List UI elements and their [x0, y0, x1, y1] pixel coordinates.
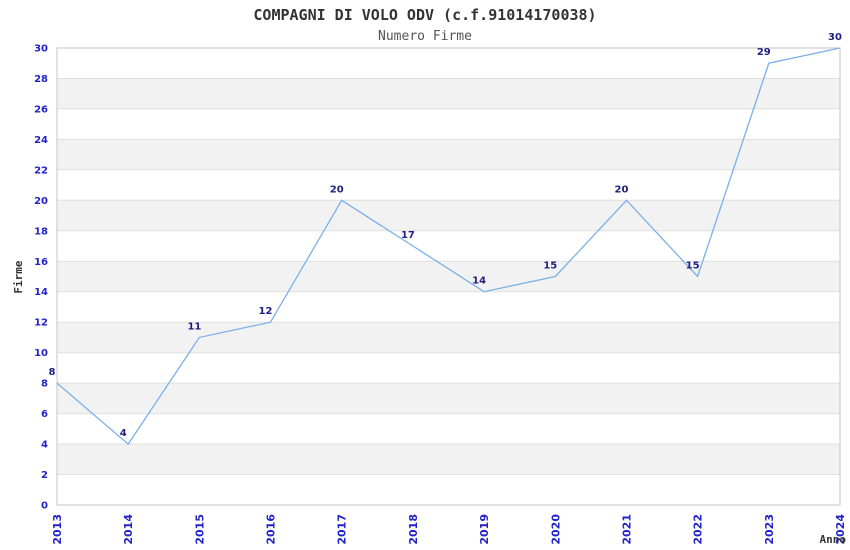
y-tick-label: 28	[34, 74, 48, 85]
y-tick-label: 20	[34, 196, 48, 207]
x-tick-label: 2017	[336, 514, 349, 545]
y-tick-label: 6	[41, 409, 48, 420]
x-tick-label: 2021	[621, 514, 634, 545]
data-label: 12	[259, 306, 273, 317]
chart-title: COMPAGNI DI VOLO ODV (c.f.91014170038)	[253, 6, 596, 24]
x-tick-label: 2020	[549, 514, 562, 545]
y-tick-label: 18	[34, 226, 48, 237]
x-tick-label: 2015	[193, 514, 206, 545]
data-label: 15	[543, 261, 557, 272]
y-tick-label: 4	[41, 440, 48, 451]
data-label: 15	[686, 261, 700, 272]
plot-band	[57, 322, 840, 353]
plot-band	[57, 383, 840, 414]
plot-border	[56, 47, 841, 506]
plot-band	[57, 200, 840, 231]
data-label: 11	[187, 321, 201, 332]
x-tick-label: 2022	[692, 514, 705, 545]
y-tick-label: 12	[34, 318, 48, 329]
x-tick-label: 2024	[834, 514, 847, 545]
y-tick-label: 0	[41, 501, 48, 512]
y-tick-label: 10	[34, 348, 48, 359]
chart-subtitle: Numero Firme	[378, 29, 472, 44]
y-tick-label: 24	[34, 135, 48, 146]
y-tick-label: 26	[34, 104, 48, 115]
data-label: 17	[401, 230, 415, 241]
y-tick-label: 30	[34, 44, 48, 55]
plot-band	[57, 444, 840, 475]
data-label: 14	[472, 276, 486, 287]
data-label: 4	[120, 428, 127, 439]
x-tick-label: 2019	[478, 514, 491, 545]
x-tick-label: 2018	[407, 514, 420, 545]
y-tick-label: 14	[34, 287, 48, 298]
y-tick-label: 22	[34, 165, 48, 176]
data-label: 29	[757, 47, 771, 58]
x-tick-label: 2014	[122, 514, 135, 545]
x-tick-label: 2023	[763, 514, 776, 545]
plot-band	[57, 261, 840, 292]
data-label: 8	[49, 367, 56, 378]
y-tick-label: 2	[41, 470, 48, 481]
x-tick-label: 2016	[265, 514, 278, 545]
data-label: 30	[828, 32, 842, 43]
y-tick-label: 16	[34, 257, 48, 268]
x-axis-label: Anno	[820, 533, 847, 546]
y-axis-label: Firme	[12, 260, 25, 293]
plot-band	[57, 78, 840, 109]
data-line	[56, 47, 841, 446]
data-label: 20	[330, 184, 344, 195]
y-tick-label: 8	[41, 379, 48, 390]
plot-band	[57, 139, 840, 170]
data-label: 20	[615, 184, 629, 195]
x-tick-label: 2013	[51, 514, 64, 545]
